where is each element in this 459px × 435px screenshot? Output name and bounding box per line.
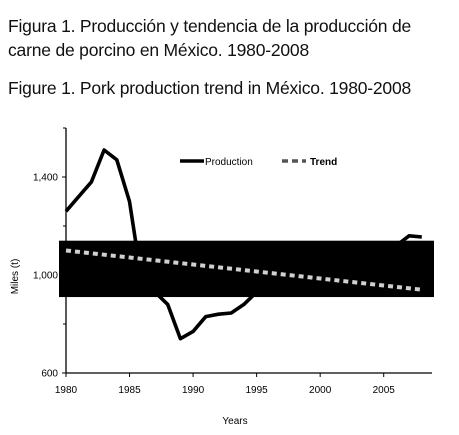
figure-caption-spanish: Figura 1. Producción y tendencia de la p… — [8, 16, 412, 60]
series-line-production — [64, 148, 422, 341]
x-tick-label: 2005 — [373, 385, 396, 396]
figure-caption-english: Figure 1. Pork production trend in Méxic… — [8, 78, 412, 98]
y-axis-label: Miles (t) — [10, 259, 21, 295]
x-tick-label: 1995 — [246, 385, 269, 396]
y-tick-label: 600 — [41, 369, 58, 380]
x-tick-label: 2000 — [309, 385, 332, 396]
legend-label-trend: Trend — [310, 157, 337, 168]
y-tick-label: 1,400 — [33, 173, 58, 184]
legend-label-production: Production — [205, 157, 253, 168]
x-tick-label: 1980 — [55, 385, 78, 396]
series-line-trend — [65, 248, 423, 292]
y-tick-label: 1,000 — [33, 271, 58, 282]
x-tick-label: 1990 — [182, 385, 205, 396]
x-tick-label: 1985 — [118, 385, 141, 396]
x-axis-label: Years — [222, 416, 247, 427]
